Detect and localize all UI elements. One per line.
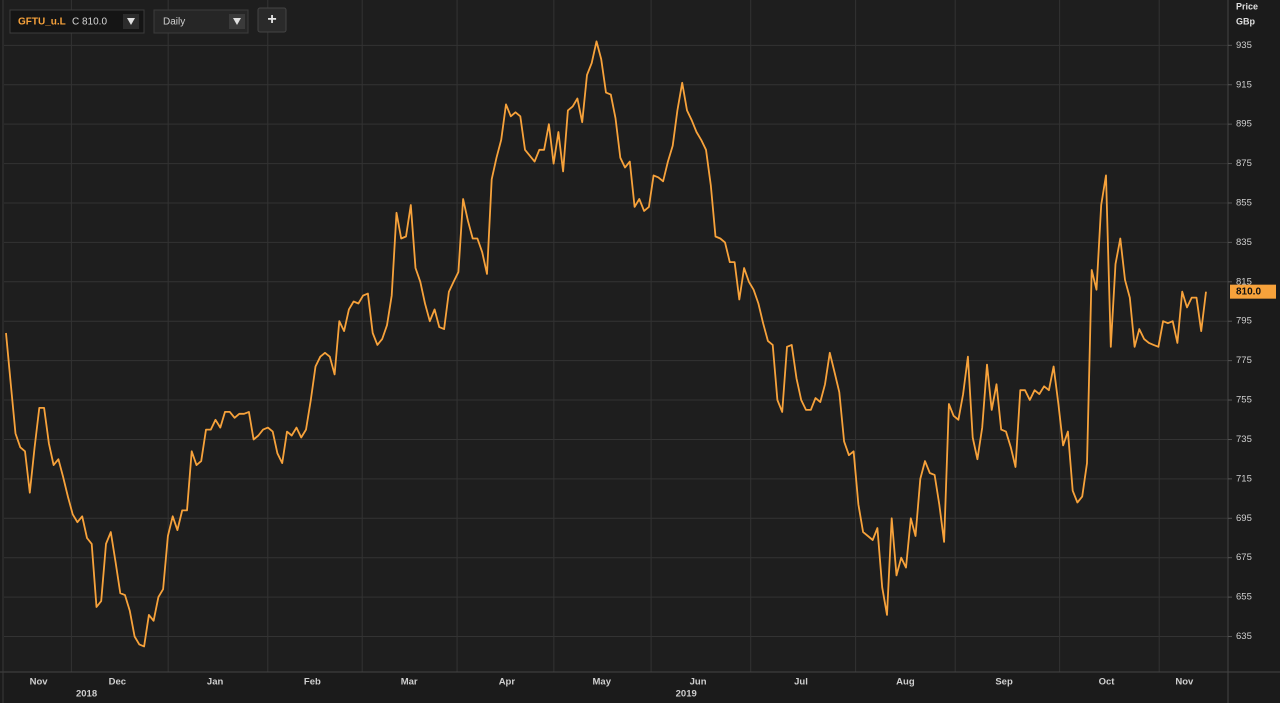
- x-tick-label: Jun: [690, 677, 707, 688]
- y-tick-label: 695: [1236, 513, 1252, 524]
- close-label: C 810.0: [72, 17, 107, 28]
- y-tick-label: 895: [1236, 119, 1252, 130]
- grid: [4, 0, 1228, 672]
- y-axis-title: Price: [1236, 1, 1258, 11]
- add-button-label: +: [267, 11, 276, 28]
- x-tick-label: Mar: [401, 677, 418, 688]
- x-tick-label: Apr: [499, 677, 516, 688]
- year-label: 2018: [76, 689, 97, 700]
- y-axis-unit: GBp: [1236, 16, 1256, 26]
- year-label: 2019: [676, 689, 697, 700]
- y-tick-label: 815: [1236, 276, 1252, 287]
- y-tick-label: 795: [1236, 316, 1252, 327]
- last-value-box: [1230, 284, 1276, 299]
- x-tick-label: Nov: [30, 677, 49, 688]
- plot: [5, 40, 1207, 648]
- x-tick-label: Nov: [1175, 677, 1194, 688]
- y-tick-label: 675: [1236, 552, 1252, 563]
- y-tick-label: 855: [1236, 197, 1252, 208]
- y-tick-label: 835: [1236, 237, 1252, 248]
- x-tick-label: Dec: [109, 677, 126, 688]
- x-tick-label: Oct: [1099, 677, 1116, 688]
- symbol: GFTU_u.L: [18, 17, 66, 28]
- x-tick-label: Sep: [995, 677, 1013, 688]
- plot-area: [4, 0, 1228, 672]
- interval: Daily: [163, 17, 185, 28]
- y-tick-label: 755: [1236, 395, 1252, 406]
- last-value-label: 810.0: [1236, 286, 1261, 297]
- symbol-box[interactable]: [9, 9, 145, 34]
- x-tick-label: Feb: [304, 677, 321, 688]
- x-tick-label: Jul: [794, 677, 808, 688]
- price-line: [5, 40, 1207, 648]
- y-tick-label: 935: [1236, 40, 1252, 51]
- dropdown-arrow: [127, 18, 135, 25]
- y-tick-label: 915: [1236, 79, 1252, 90]
- y-tick-label: 735: [1236, 434, 1252, 445]
- interval-box[interactable]: [153, 9, 249, 34]
- x-tick-label: May: [593, 677, 612, 688]
- y-tick-label: 775: [1236, 355, 1252, 366]
- x-tick-label: Aug: [896, 677, 915, 688]
- y-tick-label: 715: [1236, 473, 1252, 484]
- x-tick-label: Jan: [207, 677, 224, 688]
- dropdown-arrow: [233, 18, 241, 25]
- y-tick-label: 635: [1236, 631, 1252, 642]
- y-tick-label: 875: [1236, 158, 1252, 169]
- y-tick-label: 655: [1236, 592, 1252, 603]
- add-button[interactable]: [257, 7, 287, 33]
